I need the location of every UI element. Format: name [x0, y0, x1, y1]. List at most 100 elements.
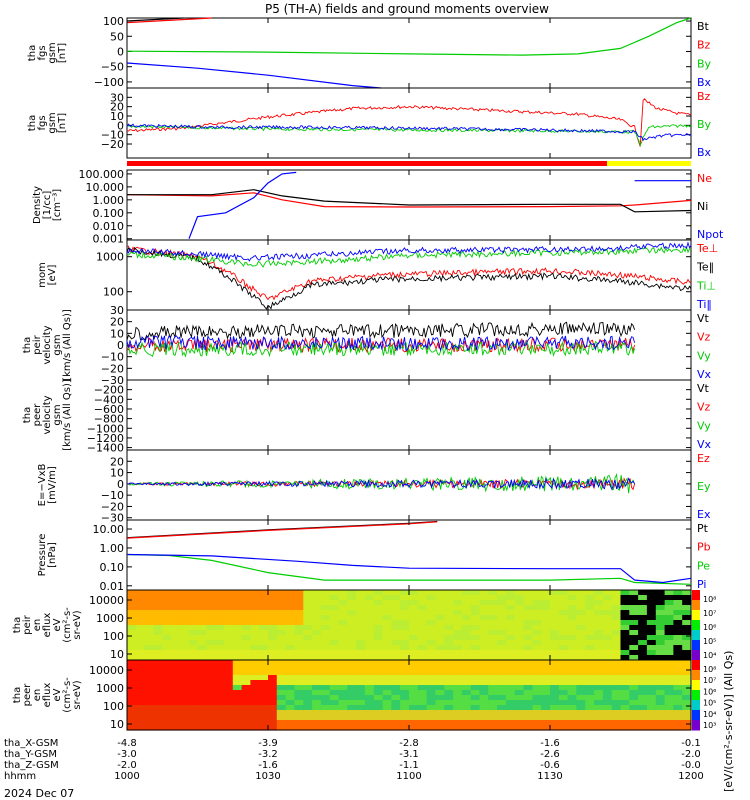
x-tick-label: 1130: [537, 771, 562, 782]
spectrogram-cell: [479, 630, 489, 636]
spectrogram-cell: [373, 715, 384, 721]
spectrogram-cell: [223, 700, 234, 706]
y-tick-label: 1000: [96, 612, 124, 625]
spectrogram-cell: [162, 650, 172, 656]
spectrogram-cell: [382, 675, 392, 681]
spectrogram-cell: [144, 620, 154, 626]
series-line-bz: [126, 17, 212, 24]
spectrogram-cell: [558, 660, 569, 666]
spectrogram-cell: [567, 595, 577, 601]
spectrogram-cell: [197, 700, 207, 706]
spectrogram-cell: [303, 630, 313, 636]
spectrogram-cell: [664, 655, 674, 661]
spectrogram-cell: [461, 635, 472, 641]
spectrogram-cell: [329, 680, 340, 686]
spectrogram-cell: [250, 645, 260, 651]
spectrogram-cell: [364, 685, 375, 691]
spectrogram-cell: [620, 595, 630, 601]
y-tick-label: −20: [101, 138, 124, 151]
spectrogram-cell: [347, 600, 357, 606]
spectrogram-cell: [444, 695, 454, 701]
spectrogram-cell: [197, 625, 207, 631]
y-tick-label: 10: [110, 110, 124, 123]
spectrogram: [127, 590, 692, 661]
spectrogram-cell: [391, 690, 401, 696]
spectrogram-cell: [444, 655, 454, 661]
spectrogram-cell: [382, 680, 392, 686]
spectrogram-cell: [576, 680, 586, 686]
spectrogram-cell: [320, 610, 331, 616]
spectrogram-cell: [611, 625, 622, 631]
spectrogram-cell: [294, 725, 304, 731]
spectrogram-cell: [127, 645, 137, 651]
spectrogram-cell: [364, 720, 375, 726]
spectrogram-cell: [505, 605, 516, 611]
spectrogram-cell: [223, 665, 234, 671]
spectrogram-cell: [664, 665, 674, 671]
spectrogram-cell: [470, 655, 481, 661]
spectrogram-cell: [276, 710, 287, 716]
spectrogram-cell: [294, 710, 304, 716]
spectrogram-cell: [523, 715, 533, 721]
spectrogram-cell: [329, 720, 340, 726]
spectrogram-cell: [664, 680, 674, 686]
series-line-pi: [126, 553, 692, 584]
spectrogram-cell: [479, 690, 489, 696]
spectrogram-cell: [585, 675, 595, 681]
spectrogram-cell: [453, 680, 463, 686]
spectrogram-cell: [576, 615, 586, 621]
y-tick-label: 10: [110, 718, 124, 731]
spectrogram-cell: [364, 625, 375, 631]
spectrogram-cell: [629, 665, 639, 671]
spectrogram-cell: [241, 690, 251, 696]
spectrogram-cell: [532, 715, 542, 721]
spectrogram-cell: [303, 680, 313, 686]
spectrogram-cell: [206, 635, 216, 641]
spectrogram-cell: [620, 645, 630, 651]
spectrogram-cell: [655, 640, 666, 646]
spectrogram-cell: [523, 665, 533, 671]
spectrogram-cell: [602, 630, 613, 636]
spectrogram-cell: [232, 590, 243, 596]
spectrogram-cell: [188, 660, 199, 666]
spectrogram-cell: [303, 655, 313, 661]
spectrogram-cell: [558, 640, 569, 646]
spectrogram-cell: [144, 680, 154, 686]
spectrogram-cell: [127, 620, 137, 626]
spectrogram-cell: [303, 650, 313, 656]
spectrogram-cell: [135, 650, 146, 656]
spectrogram-cell: [488, 675, 498, 681]
spectrogram-cell: [232, 690, 243, 696]
colorbar-segment: [692, 610, 700, 621]
spectrogram-cell: [602, 620, 613, 626]
spectrogram-cell: [488, 685, 498, 691]
spectrogram-cell: [356, 675, 366, 681]
spectrogram-cell: [435, 695, 445, 701]
spectrogram-cell: [259, 705, 269, 711]
y-tick-label: −10: [101, 489, 124, 502]
spectrogram-cell: [259, 635, 269, 641]
spectrogram-cell: [550, 645, 560, 651]
spectrogram-cell: [558, 690, 569, 696]
y-axis-label: sr-eV): [72, 680, 83, 709]
spectrogram-cell: [488, 705, 498, 711]
spectrogram-cell: [215, 705, 225, 711]
spectrogram-cell: [426, 600, 436, 606]
spectrogram-cell: [364, 650, 375, 656]
spectrogram-cell: [320, 600, 331, 606]
spectrogram-cell: [382, 610, 392, 616]
series-line-bx: [126, 62, 381, 89]
spectrogram-cell: [417, 590, 428, 596]
spectrogram-cell: [664, 645, 674, 651]
x-tick-label: 1200: [678, 771, 703, 782]
spectrogram-cell: [602, 690, 613, 696]
spectrogram-cell: [285, 685, 295, 691]
spectrogram-cell: [285, 710, 295, 716]
spectrogram-cell: [206, 610, 216, 616]
series-line-ti: [126, 245, 692, 268]
spectrogram-cell: [602, 670, 613, 676]
spectrogram-cell: [127, 610, 137, 616]
